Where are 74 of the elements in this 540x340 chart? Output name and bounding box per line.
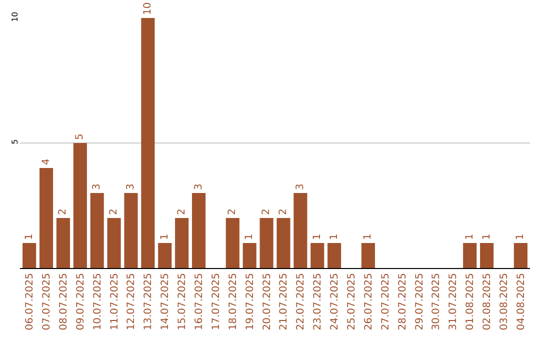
data-label: 2 [227,208,238,215]
data-label: 1 [464,234,476,240]
x-tick-label: 28.07.2025 [397,273,408,330]
x-tick-label: 26.07.2025 [363,273,374,330]
bar [480,243,494,268]
bar [260,218,274,268]
bar [107,218,121,268]
x-tick-label: 02.08.2025 [482,273,494,330]
x-tick-label: 25.07.2025 [346,273,358,330]
bar [226,218,240,268]
x-tick-label: 20.07.2025 [262,273,273,330]
x-tick-label: 06.07.2025 [24,273,36,330]
data-label: 3 [125,184,136,190]
bar [124,193,138,268]
x-tick-label: 11.07.2025 [109,273,120,330]
bar [310,243,324,268]
x-tick-label: 31.07.2025 [448,273,460,330]
bar [175,218,189,268]
bar [361,243,375,268]
data-label: 3 [294,184,306,190]
x-tick-label: 01.08.2025 [465,273,476,330]
bar [73,143,87,268]
x-tick-label: 23.07.2025 [312,273,324,330]
bar [192,193,206,268]
data-label: 2 [278,208,289,215]
data-label: 2 [176,208,188,215]
data-label: 4 [40,158,52,165]
x-tick-label: 12.07.2025 [126,273,138,330]
data-label: 1 [24,234,35,240]
x-tick-label: 17.07.2025 [210,273,222,330]
x-tick-label: 30.07.2025 [431,273,442,330]
bar [463,243,477,268]
bar [22,243,36,268]
bar [141,18,155,268]
data-label: 1 [159,234,170,240]
x-tick-label: 15.07.2025 [177,273,188,330]
data-label: 2 [58,208,69,215]
data-label: 3 [193,184,204,190]
bar [328,243,342,268]
x-tick-label: 03.08.2025 [498,273,510,330]
data-label: 10 [142,2,154,15]
bar [242,243,256,268]
bar [90,193,104,268]
data-label: 1 [362,234,374,240]
data-label: 1 [244,234,256,240]
x-tick-label: 22.07.2025 [296,273,307,330]
data-label: 1 [481,234,492,240]
data-label: 1 [328,234,340,240]
data-label: 1 [515,234,526,240]
bar [514,243,528,268]
x-tick-label: 27.07.2025 [380,273,392,330]
x-tick-label: 21.07.2025 [278,273,290,330]
x-tick-label: 24.07.2025 [330,273,341,330]
data-label: 2 [261,208,272,215]
x-tick-label: 08.07.2025 [58,273,70,330]
x-tick-label: 29.07.2025 [414,273,426,330]
x-tick-label: 18.07.2025 [228,273,239,330]
data-label: 1 [312,234,323,240]
x-tick-label: 04.08.2025 [516,273,527,330]
x-tick-label: 14.07.2025 [160,273,172,330]
data-label: 5 [74,134,86,140]
x-tick-label: 19.07.2025 [244,273,256,330]
x-tick-label: 16.07.2025 [194,273,205,330]
bar [276,218,290,268]
bar [158,243,172,268]
bar [56,218,70,268]
x-tick-label: 07.07.2025 [42,273,53,330]
data-label: 2 [108,208,120,215]
bar [294,193,308,268]
data-label: 3 [92,184,103,190]
x-tick-label: 13.07.2025 [143,273,154,330]
bar [39,168,54,268]
x-tick-label: 09.07.2025 [75,273,86,330]
x-tick-label: 10.07.2025 [92,273,104,330]
